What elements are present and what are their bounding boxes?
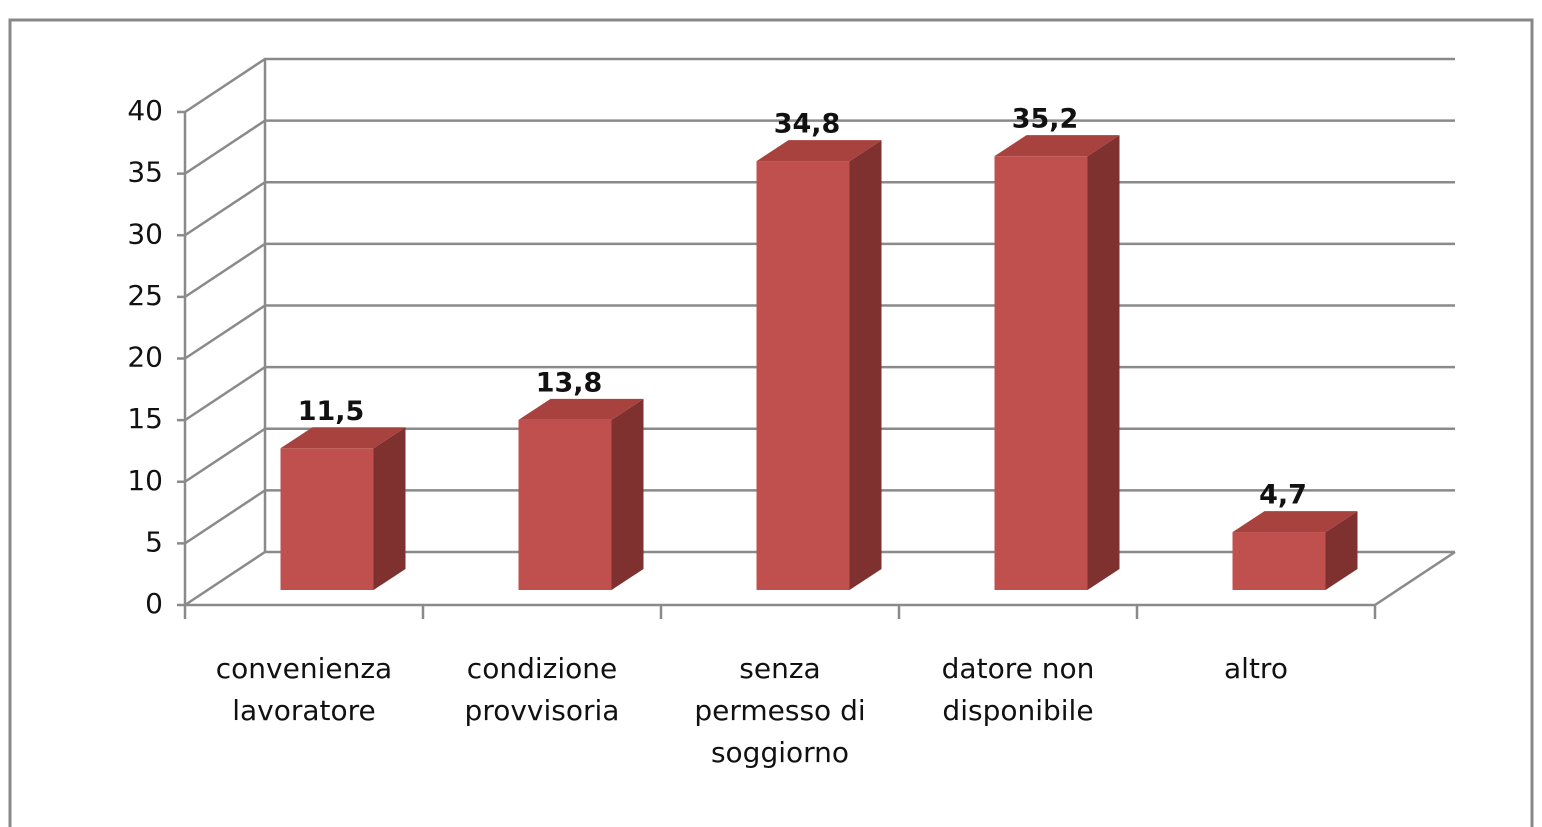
y-tick-label: 40 bbox=[127, 94, 163, 127]
y-tick-label: 5 bbox=[145, 525, 163, 558]
bar-side bbox=[1087, 135, 1120, 590]
value-label: 4,7 bbox=[1259, 480, 1307, 511]
x-tick-label-line: lavoratore bbox=[232, 694, 376, 727]
bar-side bbox=[373, 427, 406, 590]
bar-top bbox=[994, 135, 1120, 157]
y-tick-label: 25 bbox=[127, 279, 163, 312]
bar-top bbox=[280, 427, 406, 449]
grid-line bbox=[184, 57, 1455, 114]
bar-top bbox=[756, 140, 882, 162]
bar-top bbox=[1232, 511, 1358, 533]
x-tick-label: altro bbox=[1224, 652, 1288, 685]
x-tick-label-line: condizione bbox=[467, 652, 617, 685]
x-tick-label-line: provvisoria bbox=[465, 694, 620, 727]
y-tick-label: 30 bbox=[127, 217, 163, 250]
bar bbox=[1232, 532, 1326, 590]
grid-line bbox=[184, 119, 1455, 175]
x-tick-label-line: senza bbox=[739, 652, 820, 685]
bar-side bbox=[611, 398, 644, 590]
x-tick-label: datore non disponibile bbox=[942, 652, 1095, 727]
x-tick-label-line: convenienza bbox=[216, 652, 392, 685]
x-tick-label-line: soggiorno bbox=[711, 736, 849, 769]
x-tick-label-line: datore non bbox=[942, 652, 1095, 685]
bar bbox=[994, 156, 1088, 590]
value-label: 35,2 bbox=[1012, 104, 1079, 135]
x-tick-label-line: permesso di bbox=[694, 694, 865, 727]
x-tick-label-line: disponibile bbox=[942, 694, 1093, 727]
bar bbox=[518, 419, 612, 590]
y-tick-label: 10 bbox=[127, 464, 163, 497]
bar-top bbox=[518, 398, 644, 420]
bar bbox=[756, 161, 850, 590]
x-tick-label: condizione provvisoria bbox=[465, 652, 620, 727]
bar-side bbox=[849, 140, 882, 590]
value-label: 34,8 bbox=[774, 109, 841, 140]
y-tick-label: 0 bbox=[145, 587, 163, 620]
bar bbox=[280, 448, 374, 590]
frame bbox=[8, 18, 1534, 827]
bar-side bbox=[1325, 511, 1358, 590]
value-label: 13,8 bbox=[536, 367, 603, 398]
y-tick-label: 20 bbox=[127, 341, 163, 374]
y-tick-label: 35 bbox=[127, 156, 163, 189]
x-tick-label: convenienza lavoratore bbox=[216, 652, 392, 727]
value-label: 11,5 bbox=[298, 396, 365, 427]
x-tick-label: senza permesso di soggiorno bbox=[694, 652, 865, 769]
x-tick-label-line: altro bbox=[1224, 652, 1288, 685]
y-tick-label: 15 bbox=[127, 402, 163, 435]
floor-right bbox=[1374, 550, 1456, 607]
